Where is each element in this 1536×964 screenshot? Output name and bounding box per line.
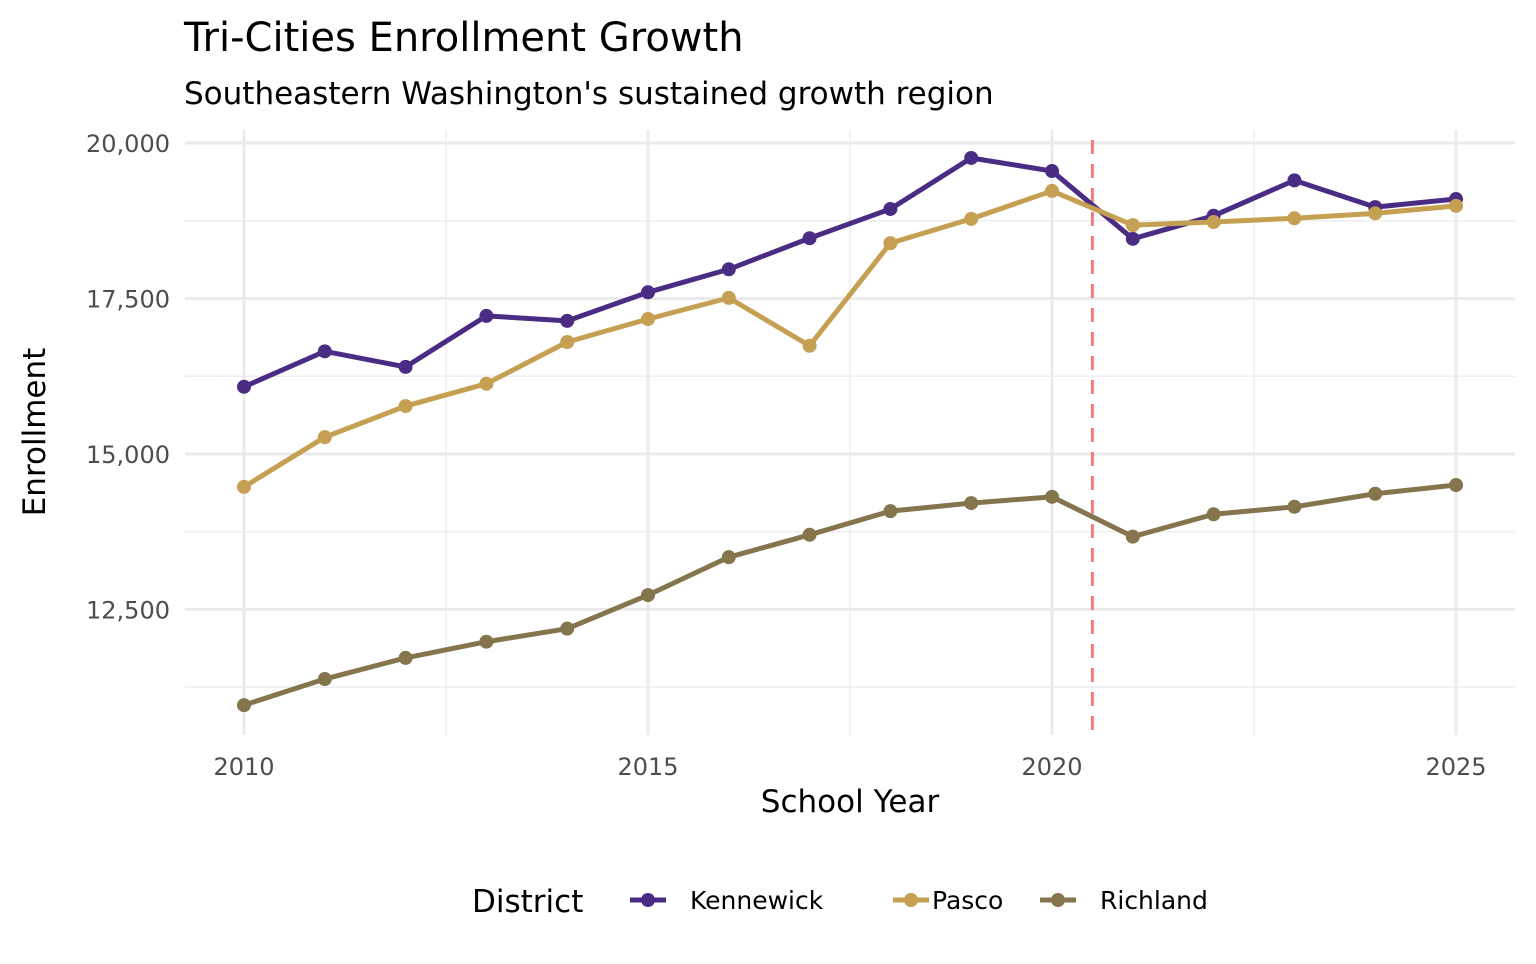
y-tick-label: 12,500: [86, 596, 170, 624]
data-point-kennewick: [1287, 173, 1302, 188]
data-point-kennewick: [964, 150, 979, 165]
legend-key-point-kennewick: [641, 893, 655, 907]
y-axis-label: Enrollment: [17, 348, 53, 517]
chart-title: Tri-Cities Enrollment Growth: [183, 15, 744, 61]
y-tick-label: 20,000: [86, 130, 170, 158]
data-point-pasco: [560, 335, 575, 350]
x-tick-label: 2020: [1021, 753, 1082, 781]
data-point-kennewick: [398, 359, 413, 374]
data-point-pasco: [1287, 211, 1302, 226]
data-point-pasco: [1206, 215, 1221, 230]
series-line-richland: [243, 482, 1457, 708]
data-point-richland: [317, 672, 332, 687]
data-point-richland: [1287, 499, 1302, 514]
data-point-richland: [640, 588, 655, 603]
data-point-kennewick: [802, 231, 817, 246]
data-point-kennewick: [883, 201, 898, 216]
legend-label-kennewick: Kennewick: [690, 886, 824, 915]
data-point-richland: [1449, 478, 1464, 493]
data-point-pasco: [802, 338, 817, 353]
data-point-pasco: [1368, 206, 1383, 221]
data-point-kennewick: [1045, 164, 1060, 179]
data-point-pasco: [479, 376, 494, 391]
data-point-kennewick: [640, 285, 655, 300]
data-point-richland: [802, 527, 817, 542]
data-point-pasco: [1449, 198, 1464, 213]
x-axis-ticks: 2010 2015 2020 2025: [213, 753, 1486, 781]
data-point-kennewick: [479, 308, 494, 323]
legend-key-point-richland: [1051, 893, 1065, 907]
data-point-richland: [1125, 529, 1140, 544]
data-point-richland: [560, 621, 575, 636]
x-tick-label: 2025: [1425, 753, 1486, 781]
legend-title: District: [472, 884, 583, 920]
data-point-pasco: [640, 312, 655, 327]
legend-label-richland: Richland: [1100, 886, 1208, 915]
chart-subtitle: Southeastern Washington's sustained grow…: [184, 76, 994, 112]
x-axis-label: School Year: [761, 784, 940, 820]
data-point-pasco: [883, 236, 898, 251]
data-point-pasco: [398, 399, 413, 414]
data-point-pasco: [1125, 218, 1140, 233]
series-line-kennewick: [242, 155, 1457, 390]
y-tick-label: 15,000: [86, 441, 170, 469]
legend-label-pasco: Pasco: [932, 886, 1003, 915]
legend: Kennewick Pasco Richland: [630, 886, 1208, 915]
data-point-richland: [1368, 486, 1383, 501]
series-group: [236, 150, 1464, 713]
data-point-pasco: [317, 430, 332, 445]
data-point-pasco: [236, 479, 251, 494]
data-point-pasco: [1045, 183, 1060, 198]
series-line-pasco: [242, 188, 1457, 490]
x-tick-label: 2010: [213, 753, 274, 781]
x-tick-label: 2015: [617, 753, 678, 781]
data-point-kennewick: [1125, 231, 1140, 246]
data-point-richland: [721, 550, 736, 565]
legend-key-point-pasco: [904, 893, 918, 907]
data-point-richland: [1206, 507, 1221, 522]
data-point-kennewick: [317, 344, 332, 359]
data-point-richland: [236, 698, 251, 713]
data-point-richland: [479, 634, 494, 649]
gridlines: [185, 130, 1515, 735]
data-point-kennewick: [721, 262, 736, 277]
data-point-richland: [883, 504, 898, 519]
data-point-pasco: [964, 211, 979, 226]
data-point-pasco: [721, 290, 736, 305]
y-axis-ticks: 12,500 15,000 17,500 20,000: [86, 130, 170, 624]
data-point-kennewick: [560, 313, 575, 328]
data-point-kennewick: [236, 379, 251, 394]
y-tick-label: 17,500: [86, 286, 170, 314]
data-point-richland: [1045, 489, 1060, 504]
data-point-richland: [964, 496, 979, 511]
data-point-richland: [398, 650, 413, 665]
